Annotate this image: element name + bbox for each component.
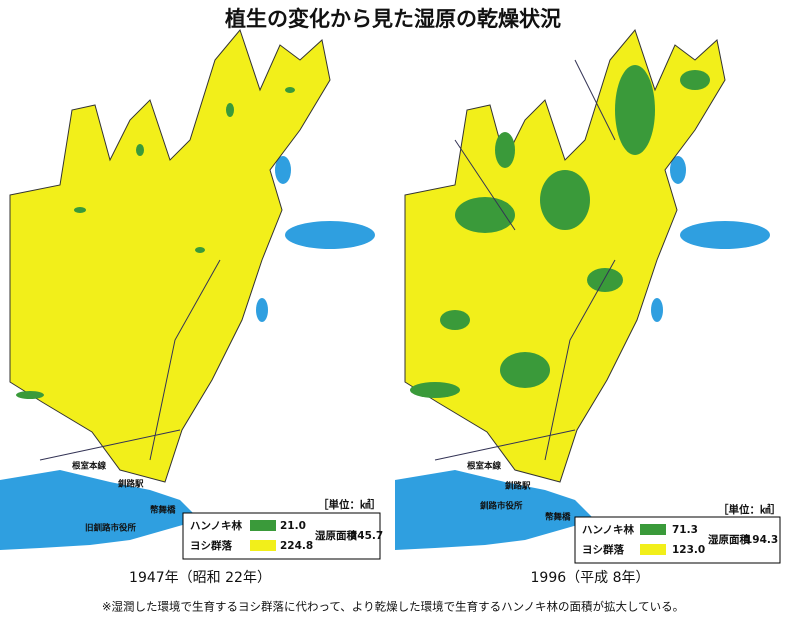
legend-value: 21.0 bbox=[280, 520, 306, 532]
legend-label: ハンノキ林 bbox=[582, 523, 634, 536]
place-label: 釧路駅 bbox=[118, 479, 144, 490]
legend: ［単位：㎢］ ハンノキ林 21.0 ヨシ群落 224.8 湿原面積 245.7 bbox=[182, 498, 383, 560]
total-value: 245.7 bbox=[350, 530, 383, 542]
footnote: ※湿潤した環境で生育するヨシ群落に代わって、より乾燥した環境で生育するハンノキ林… bbox=[102, 600, 684, 614]
place-label: 根室本線 bbox=[467, 461, 502, 472]
title: 植生の変化から見た湿原の乾燥状況 bbox=[225, 7, 561, 31]
legend-label: ヨシ群落 bbox=[582, 543, 624, 556]
total-label: 湿原面積 bbox=[315, 529, 357, 542]
legend-label: ヨシ群落 bbox=[190, 539, 232, 552]
unit: ［単位：㎢］ bbox=[318, 498, 381, 511]
caption: 1947年（昭和 22年） bbox=[129, 570, 271, 586]
legend-value: 224.8 bbox=[280, 540, 313, 552]
legend-value: 123.0 bbox=[672, 544, 705, 556]
caption: 1996（平成 8年） bbox=[531, 570, 650, 586]
place-label: 幣舞橋 bbox=[150, 505, 176, 516]
place-label: 幣舞橋 bbox=[545, 512, 571, 523]
legend-value: 71.3 bbox=[672, 524, 698, 536]
legend-label: ハンノキ林 bbox=[190, 519, 242, 532]
place-label: 釧路市役所 bbox=[480, 501, 523, 512]
legend: ［単位：㎢］ ハンノキ林 71.3 ヨシ群落 123.0 湿原面積 194.3 bbox=[574, 503, 781, 564]
map-1996: 根室本線 釧路駅 釧路市役所 幣舞橋 bbox=[395, 29, 770, 550]
place-label: 根室本線 bbox=[72, 461, 107, 472]
total-label: 湿原面積 bbox=[708, 533, 750, 546]
place-label: 旧釧路市役所 bbox=[85, 523, 137, 534]
map-1947: 根室本線 釧路駅 幣舞橋 旧釧路市役所 ［単位：㎢］ ハンノキ林 21.0 ヨシ… bbox=[0, 29, 383, 586]
place-label: 釧路駅 bbox=[505, 481, 531, 492]
total-value: 194.3 bbox=[745, 534, 778, 546]
unit: ［単位：㎢］ bbox=[718, 503, 781, 516]
